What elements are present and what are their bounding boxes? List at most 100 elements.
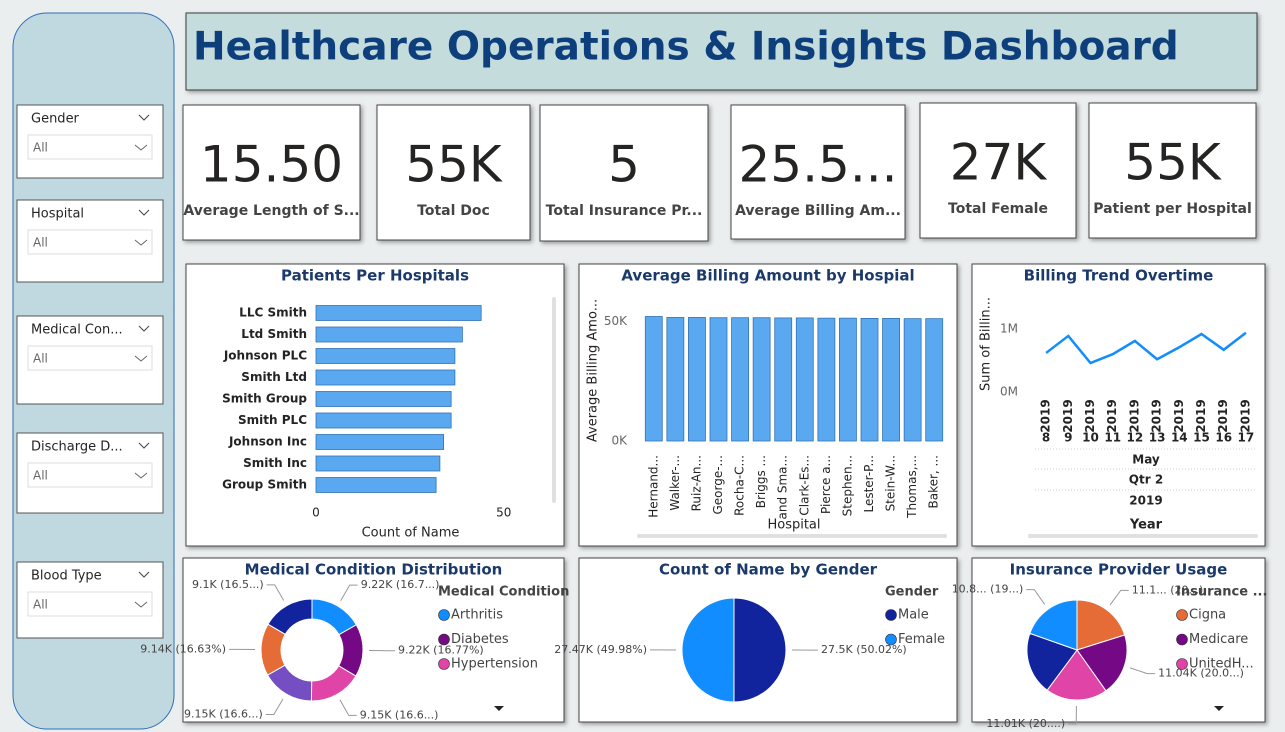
x-tick-label: Clark-Es... [797,455,811,516]
x-tick-label: 11 [1104,431,1121,445]
legend-marker [438,633,450,646]
slicer-dropdown[interactable] [27,591,153,617]
x-tick-label: Walker-... [668,455,682,511]
slicer-value: All [33,236,48,250]
leader-line [265,698,284,716]
x-tick-label: Stephen... [840,455,854,516]
legend-title: Insurance ... [1176,585,1267,600]
kpi-value: 27K [950,134,1048,192]
data-label: 10.8... (19...) [952,583,1024,596]
legend-label: Cigna [1189,608,1226,623]
chart-title: Billing Trend Overtime [1024,267,1214,285]
leader-line [1026,589,1046,605]
scrollbar [552,297,556,503]
bar [315,455,441,472]
x-year-label: 2019 [1127,399,1141,432]
slice [1076,599,1126,651]
x-tick-label: Hernand... [646,455,660,518]
legend-label: Male [898,608,929,623]
x-tick-label: Thomas,... [905,455,919,519]
slicer-dropdown[interactable] [27,134,153,160]
legend-marker [885,633,897,646]
x-year-label: 2019 [1216,399,1230,432]
leader-line [1129,667,1156,675]
data-label: 11.1... (20...) [1132,583,1204,596]
kpi-card [919,102,1077,239]
slicer-dropdown[interactable] [27,229,153,255]
kpi-value: 55K [405,136,503,194]
bar [688,317,706,442]
bar [882,318,900,442]
x-year-label: 2019 [1194,399,1208,432]
data-label: 27.47K (49.98%) [554,643,647,656]
scrollbar [637,534,947,538]
data-label: 27.5K (50.02%) [821,643,907,656]
x-axis-label: Year [1129,518,1163,533]
x-group-label: 2019 [1129,494,1162,508]
leader-line [339,699,357,716]
bar [315,434,445,450]
slicer-label: Hospital [31,207,84,222]
kpi-label: Average Billing Am... [735,203,901,219]
x-group-label: May [1132,453,1160,467]
bar [903,318,922,442]
x-tick-label: George-... [711,455,725,515]
slice [1046,649,1107,701]
bar [315,412,452,429]
bar [315,305,482,321]
chevron [134,355,148,362]
chevron [134,144,148,151]
slice [267,598,313,635]
slice [1029,599,1078,651]
legend-marker [1176,658,1188,670]
kpi-label: Total Doc [417,203,490,219]
bar [752,317,771,442]
slicer-value: All [33,141,48,155]
bar [731,317,749,442]
x-tick-label: 50 [496,506,511,520]
bar [315,348,456,364]
legend-title: Gender [885,585,939,600]
x-group-label: Qtr 2 [1129,473,1163,487]
data-label: 11.04K (20.0...) [1158,667,1244,680]
chevron [138,571,150,578]
leader-line [340,584,358,601]
chevron [138,114,150,121]
legend-label: UnitedH... [1189,657,1254,672]
slicer-value: All [33,352,48,366]
slicer-dropdown[interactable] [27,462,153,488]
legend-marker [885,609,897,621]
data-label: 9.22K (16.7...) [361,578,440,591]
kpi-card [539,104,709,242]
slicer-value: All [33,598,48,612]
legend-marker [438,609,450,621]
bar [315,391,452,407]
scroll-arrow [494,706,504,711]
y-tick-label: 0M [1000,385,1018,399]
x-tick-label: Stein-W... [884,455,898,511]
x-axis-label: Hospital [767,518,820,533]
x-tick-label: 8 [1042,431,1050,445]
title-banner [185,12,1258,91]
chevron [134,601,148,608]
chart-card [971,263,1266,547]
y-tick-label: Smith Group [222,392,307,406]
bar [666,317,685,442]
x-tick-label: Pierce a... [819,455,833,514]
dashboard-title: Healthcare Operations & Insights Dashboa… [193,25,1179,70]
y-tick-label: LLC Smith [239,306,307,320]
kpi-label: Patient per Hospital [1093,201,1252,217]
x-year-label: 2019 [1105,399,1119,432]
y-tick-label: Smith Inc [243,456,307,470]
x-tick-label: Baker, ... [927,455,941,509]
legend-label: Diabetes [451,632,509,647]
bar [709,317,728,442]
data-label: 9.14K (16.63%) [140,642,226,655]
slicer-dropdown[interactable] [27,345,153,371]
scroll-arrow [1214,706,1224,711]
legend-marker [1176,633,1188,646]
chevron [134,239,148,246]
y-axis-label: Sum of Billin... [979,297,994,391]
data-label: 9.1K (16.5...) [192,578,264,591]
